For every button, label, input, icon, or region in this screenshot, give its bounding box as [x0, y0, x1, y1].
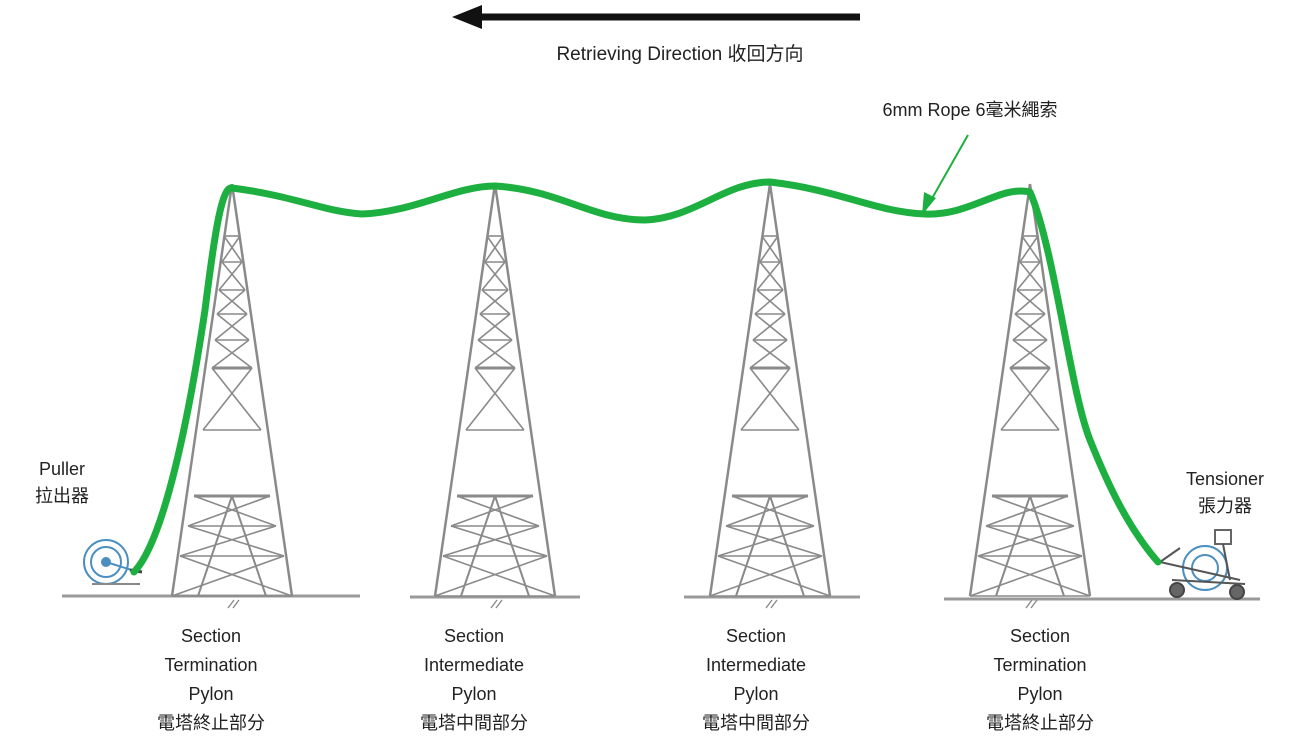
pylon-label-line: Pylon	[1017, 684, 1063, 704]
pylon-label-line: Termination	[993, 655, 1087, 675]
tensioner-label: Tensioner 張力器	[1160, 466, 1290, 520]
pylon-label-termination-left: Section Termination Pylon 電塔終止部分	[111, 622, 311, 738]
pylon-label-line: Intermediate	[705, 655, 807, 675]
tensioner-label-line: 張力器	[1198, 496, 1252, 516]
pylon-tower-icon	[968, 183, 1092, 609]
pylon-label-line: Pylon	[733, 684, 779, 704]
pylons	[170, 183, 1092, 609]
pylon-tower-icon	[433, 183, 557, 609]
pylon-tower-icon	[170, 183, 294, 609]
rope-label: 6mm Rope 6毫米繩索	[882, 100, 1058, 120]
pylon-label-line: 電塔終止部分	[157, 713, 265, 733]
rope-pointer-arrow	[922, 134, 969, 215]
puller-reel-icon	[83, 539, 143, 585]
puller-label-line: 拉出器	[35, 486, 89, 506]
pylon-label-line: Section	[1009, 626, 1071, 646]
pylon-label-line: Section	[180, 626, 242, 646]
puller-label: Puller 拉出器	[12, 456, 112, 510]
pylon-label-line: Section	[725, 626, 787, 646]
tensioner-label-line: Tensioner	[1185, 469, 1265, 489]
pylon-label-line: 電塔終止部分	[986, 713, 1094, 733]
rope-line	[130, 178, 1162, 576]
pylon-label-intermediate-1: Section Intermediate Pylon 電塔中間部分	[374, 622, 574, 738]
retrieving-direction-label: Retrieving Direction 收回方向	[556, 44, 804, 65]
pylon-label-termination-right: Section Termination Pylon 電塔終止部分	[940, 622, 1140, 738]
pylon-label-line: Pylon	[188, 684, 234, 704]
pylon-label-line: 電塔中間部分	[420, 713, 528, 733]
pylon-label-line: Termination	[164, 655, 258, 675]
pylon-tower-icon	[708, 183, 832, 609]
retrieving-direction-arrow	[452, 5, 860, 29]
pylon-label-line: 電塔中間部分	[702, 713, 810, 733]
pylon-label-line: Section	[443, 626, 505, 646]
pylon-label-intermediate-2: Section Intermediate Pylon 電塔中間部分	[656, 622, 856, 738]
tensioner-machine-icon	[1159, 529, 1246, 600]
pylon-label-line: Intermediate	[423, 655, 525, 675]
pylon-label-line: Pylon	[451, 684, 497, 704]
puller-label-line: Puller	[38, 459, 86, 479]
